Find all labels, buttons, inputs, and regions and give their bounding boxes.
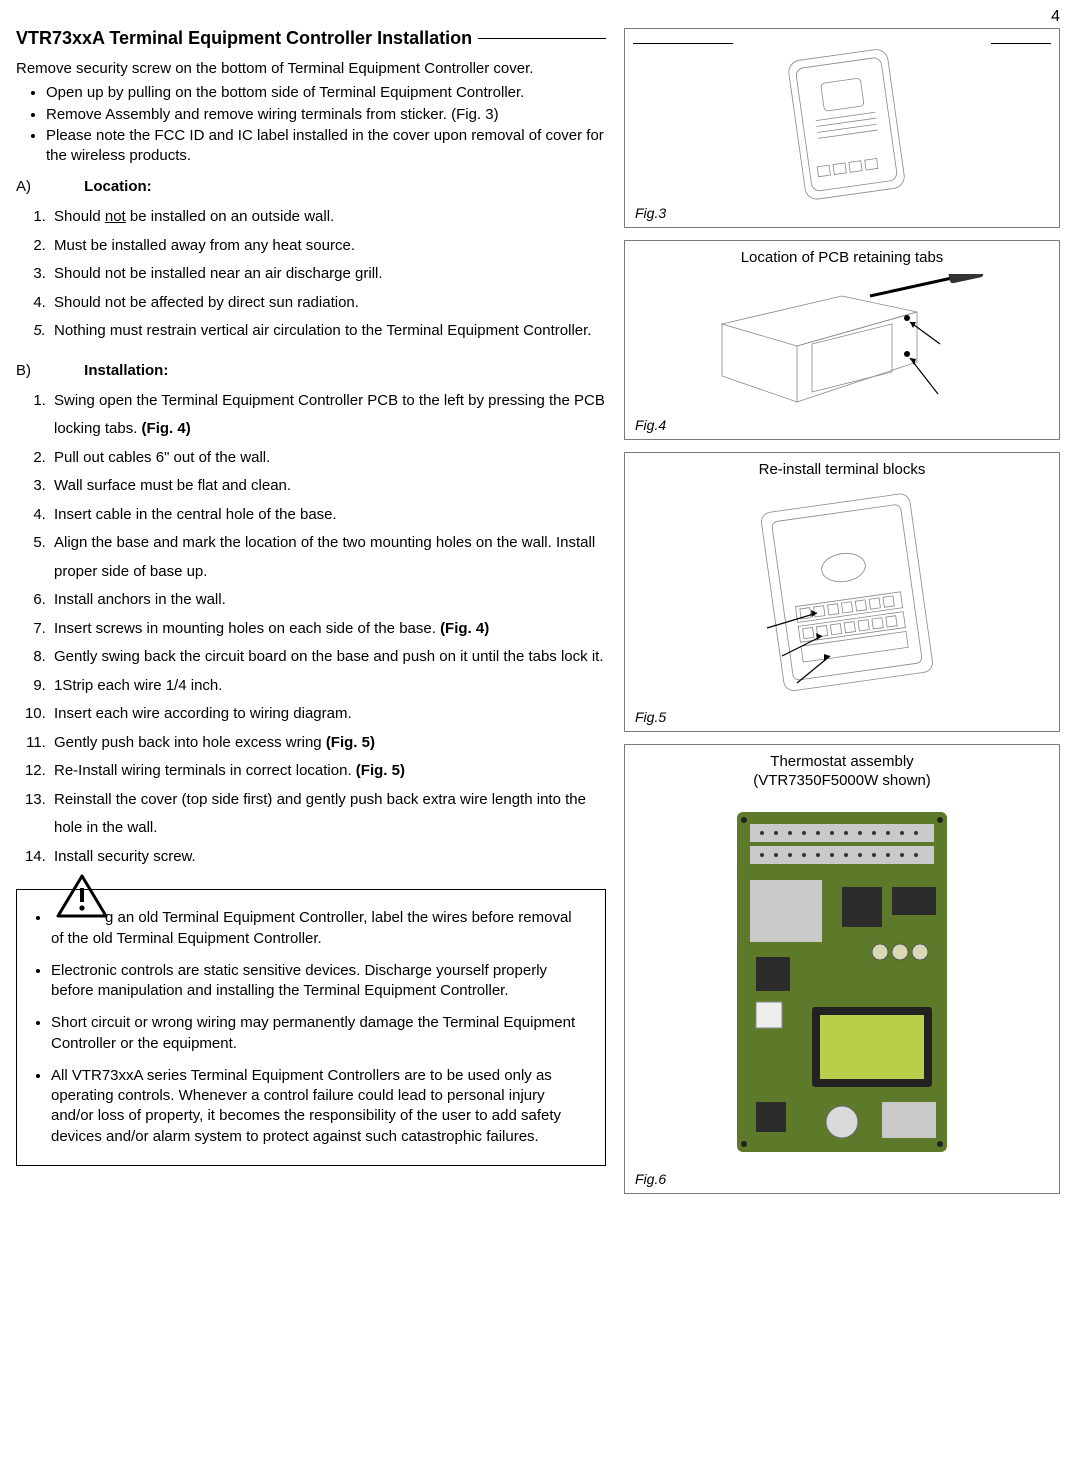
- fig3-label: Fig.3: [635, 205, 666, 221]
- caution-text: g an old Terminal Equipment Controller, …: [51, 909, 572, 946]
- list-item: Gently swing back the circuit board on t…: [50, 643, 606, 672]
- main-layout: VTR73xxA Terminal Equipment Controller I…: [16, 28, 1060, 1194]
- figure-5: Re-install terminal blocks: [624, 452, 1060, 732]
- list-item: Should not be affected by direct sun rad…: [50, 289, 606, 318]
- fig5-label: Fig.5: [635, 709, 666, 725]
- left-column: VTR73xxA Terminal Equipment Controller I…: [16, 28, 606, 1194]
- fig3-drawing: [631, 35, 1053, 221]
- caution-item: Electronic controls are static sensitive…: [51, 961, 587, 1002]
- section-letter: A): [16, 178, 80, 195]
- section-letter: B): [16, 362, 80, 379]
- list-item: Swing open the Terminal Equipment Contro…: [50, 387, 606, 444]
- fig4-label: Fig.4: [635, 417, 666, 433]
- fig4-caption: Location of PCB retaining tabs: [631, 249, 1053, 268]
- warning-icon: [53, 872, 111, 928]
- section-title: Location:: [84, 178, 152, 195]
- caution-box: g an old Terminal Equipment Controller, …: [16, 889, 606, 1166]
- fig5-caption: Re-install terminal blocks: [631, 461, 1053, 480]
- caution-list: g an old Terminal Equipment Controller, …: [21, 908, 587, 1147]
- fig6-label: Fig.6: [635, 1171, 666, 1187]
- list-item: Gently push back into hole excess wring …: [50, 729, 606, 758]
- section-title: Installation:: [84, 362, 168, 379]
- list-item: Nothing must restrain vertical air circu…: [50, 317, 606, 346]
- bullet-item: Open up by pulling on the bottom side of…: [46, 83, 606, 103]
- list-item: Re-Install wiring terminals in correct l…: [50, 757, 606, 786]
- section-a-heading: A) Location:: [16, 178, 606, 195]
- page-number: 4: [16, 8, 1060, 26]
- bullet-item: Remove Assembly and remove wiring termin…: [46, 105, 606, 125]
- intro-bullets: Open up by pulling on the bottom side of…: [16, 83, 606, 166]
- list-item: Should not be installed near an air disc…: [50, 260, 606, 289]
- figure-3: Fig.3: [624, 28, 1060, 228]
- intro-text: Remove security screw on the bottom of T…: [16, 59, 606, 79]
- figure-4: Location of PCB retaining tabs: [624, 240, 1060, 440]
- title-rule: [478, 38, 606, 39]
- page-title: VTR73xxA Terminal Equipment Controller I…: [16, 28, 478, 49]
- location-list: Should not be installed on an outside wa…: [16, 203, 606, 346]
- list-item: Insert screws in mounting holes on each …: [50, 615, 606, 644]
- list-item: Wall surface must be flat and clean.: [50, 472, 606, 501]
- right-column: Fig.3 Location of PCB retaining tabs: [624, 28, 1060, 1194]
- list-item: Pull out cables 6" out of the wall.: [50, 444, 606, 473]
- bullet-item: Please note the FCC ID and IC label inst…: [46, 126, 606, 167]
- caution-item: All VTR73xxA series Terminal Equipment C…: [51, 1066, 587, 1147]
- fig6-caption: Thermostat assembly (VTR7350F5000W shown…: [631, 753, 1053, 791]
- section-b-heading: B) Installation:: [16, 362, 606, 379]
- fig3-top-rule: [633, 43, 1051, 44]
- list-item: Should not be installed on an outside wa…: [50, 203, 606, 232]
- list-item: 1Strip each wire 1/4 inch.: [50, 672, 606, 701]
- list-item: Insert cable in the central hole of the …: [50, 501, 606, 530]
- list-item: Align the base and mark the location of …: [50, 529, 606, 586]
- list-item: Must be installed away from any heat sou…: [50, 232, 606, 261]
- installation-list: Swing open the Terminal Equipment Contro…: [16, 387, 606, 872]
- list-item: Insert each wire according to wiring dia…: [50, 700, 606, 729]
- fig5-drawing: [631, 486, 1053, 701]
- figure-6: Thermostat assembly (VTR7350F5000W shown…: [624, 744, 1060, 1194]
- list-item: Install security screw.: [50, 843, 606, 872]
- list-item: Reinstall the cover (top side first) and…: [50, 786, 606, 843]
- caution-item: Short circuit or wrong wiring may perman…: [51, 1013, 587, 1054]
- fig6-drawing: [631, 797, 1053, 1167]
- fig4-drawing: [631, 274, 1053, 414]
- title-row: VTR73xxA Terminal Equipment Controller I…: [16, 28, 606, 49]
- caution-item: g an old Terminal Equipment Controller, …: [51, 908, 587, 949]
- list-item: Install anchors in the wall.: [50, 586, 606, 615]
